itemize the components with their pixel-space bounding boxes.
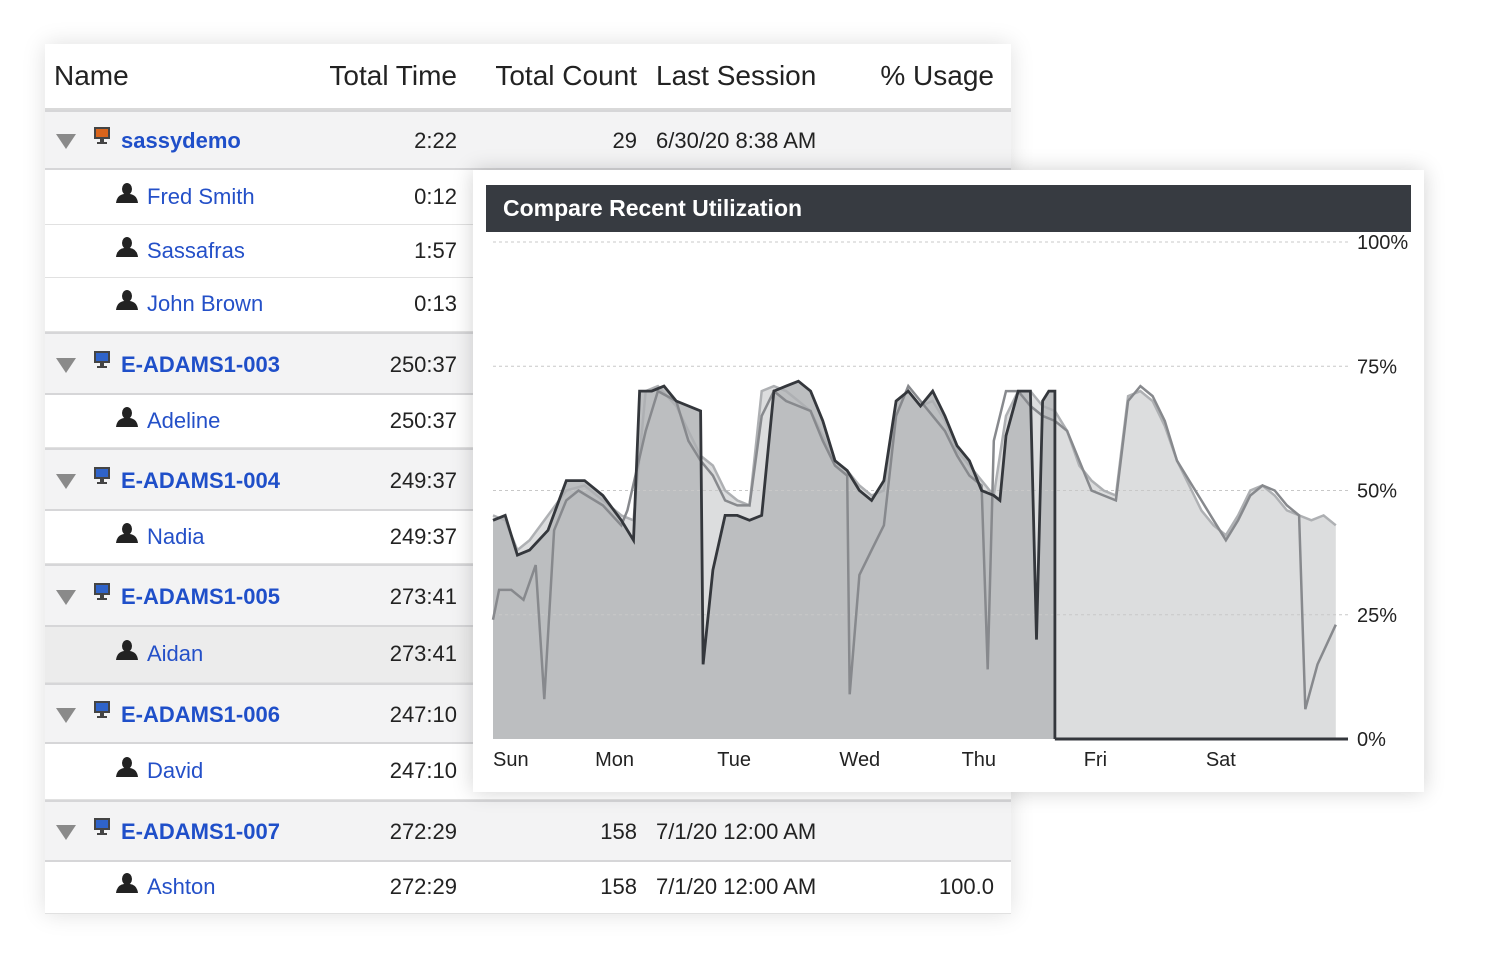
computer-name-link[interactable]: E-ADAMS1-004 — [121, 468, 280, 493]
user-icon — [116, 523, 138, 543]
user-row[interactable]: Ashton 272:29 158 7/1/20 12:00 AM 100.0 — [45, 862, 1011, 914]
user-name-link[interactable]: David — [147, 758, 204, 783]
total-time-cell: 0:12 — [414, 184, 457, 209]
total-time-cell: 1:57 — [414, 238, 457, 263]
user-name-link[interactable]: Sassafras — [147, 238, 245, 263]
col-header-usage[interactable]: % Usage — [880, 60, 994, 91]
y-tick-label: 75% — [1357, 356, 1397, 378]
col-header-total-time[interactable]: Total Time — [329, 60, 457, 91]
total-time-cell: 247:10 — [389, 702, 457, 727]
current-week-line — [492, 379, 1057, 739]
user-icon — [116, 237, 138, 257]
computer-name-link[interactable]: E-ADAMS1-005 — [121, 584, 280, 609]
user-name-link[interactable]: Aidan — [147, 641, 204, 666]
computer-row[interactable]: E-ADAMS1-007 272:29 158 7/1/20 12:00 AM — [45, 800, 1011, 862]
collapse-triangle-icon[interactable] — [56, 134, 76, 149]
user-name-link[interactable]: Nadia — [147, 524, 205, 549]
computer-blue-icon — [94, 701, 110, 718]
y-tick-label: 0% — [1357, 729, 1386, 751]
x-tick-label: Tue — [717, 749, 751, 771]
user-name-link[interactable]: Fred Smith — [147, 184, 255, 209]
user-name-link[interactable]: John Brown — [147, 291, 264, 316]
y-tick-label: 50% — [1357, 481, 1397, 503]
total-time-cell: 247:10 — [389, 758, 457, 783]
last-session-cell: 7/1/20 12:00 AM — [656, 874, 817, 899]
total-count-cell: 158 — [600, 874, 637, 899]
computer-name-link[interactable]: E-ADAMS1-006 — [121, 702, 280, 727]
user-icon — [116, 873, 138, 893]
col-header-last-session[interactable]: Last Session — [656, 60, 817, 91]
col-header-name[interactable]: Name — [54, 60, 129, 91]
previous-week-1-line — [491, 383, 1337, 710]
computer-blue-icon — [94, 818, 110, 835]
x-tick-label: Wed — [839, 749, 880, 771]
utilization-chart: 100% 75% 50% 25% 0% Sun Mon Tue Wed Thu Fri Sat — [491, 232, 1408, 771]
computer-name-link[interactable]: E-ADAMS1-003 — [121, 352, 280, 377]
usage-cell: 100.0 — [938, 874, 994, 899]
total-time-cell: 272:29 — [389, 819, 457, 844]
total-time-cell: 250:37 — [389, 408, 457, 433]
x-tick-label: Mon — [595, 749, 634, 771]
current-week-area — [493, 381, 1055, 739]
computer-row[interactable]: sassydemo 2:22 29 6/30/20 8:38 AM — [45, 110, 1011, 170]
user-name-link[interactable]: Adeline — [147, 408, 221, 433]
user-icon — [116, 290, 138, 310]
user-icon — [116, 183, 138, 203]
x-tick-label: Sun — [493, 749, 529, 771]
computer-name-link[interactable]: sassydemo — [121, 128, 241, 153]
total-time-cell: 250:37 — [389, 352, 457, 377]
collapse-triangle-icon[interactable] — [56, 358, 76, 373]
collapse-triangle-icon[interactable] — [56, 708, 76, 723]
y-tick-label: 100% — [1357, 232, 1408, 254]
total-time-cell: 249:37 — [389, 468, 457, 493]
previous-week-2-line — [492, 384, 1337, 553]
chart-title: Compare Recent Utilization — [486, 185, 1411, 232]
last-session-cell: 6/30/20 8:38 AM — [656, 128, 817, 153]
col-header-total-count[interactable]: Total Count — [495, 60, 637, 91]
collapse-triangle-icon[interactable] — [56, 474, 76, 489]
computer-blue-icon — [94, 583, 110, 600]
total-time-cell: 2:22 — [414, 128, 457, 153]
total-time-cell: 272:29 — [389, 874, 457, 899]
total-time-cell: 249:37 — [389, 524, 457, 549]
total-time-cell: 0:13 — [414, 291, 457, 316]
x-tick-label: Sat — [1206, 749, 1236, 771]
user-icon — [116, 757, 138, 777]
collapse-triangle-icon[interactable] — [56, 825, 76, 840]
collapse-triangle-icon[interactable] — [56, 590, 76, 605]
user-icon — [116, 407, 138, 427]
user-name-link[interactable]: Ashton — [147, 874, 216, 899]
table-header: Name Total Time Total Count Last Session… — [45, 44, 1011, 110]
computer-orange-icon — [94, 127, 110, 144]
x-tick-label: Thu — [962, 749, 996, 771]
last-session-cell: 7/1/20 12:00 AM — [656, 819, 817, 844]
computer-name-link[interactable]: E-ADAMS1-007 — [121, 819, 280, 844]
utilization-chart-panel: Compare Recent Utilization 100% 75% 50% 25%… — [473, 170, 1424, 792]
computer-blue-icon — [94, 351, 110, 368]
user-row[interactable]: David 247:10 — [45, 744, 1011, 800]
total-count-cell: 158 — [600, 819, 637, 844]
total-time-cell: 273:41 — [389, 641, 457, 666]
user-icon — [116, 640, 138, 660]
computer-blue-icon — [94, 467, 110, 484]
total-time-cell: 273:41 — [389, 584, 457, 609]
x-tick-label: Fri — [1084, 749, 1107, 771]
y-tick-label: 25% — [1357, 605, 1397, 627]
total-count-cell: 29 — [612, 128, 637, 153]
